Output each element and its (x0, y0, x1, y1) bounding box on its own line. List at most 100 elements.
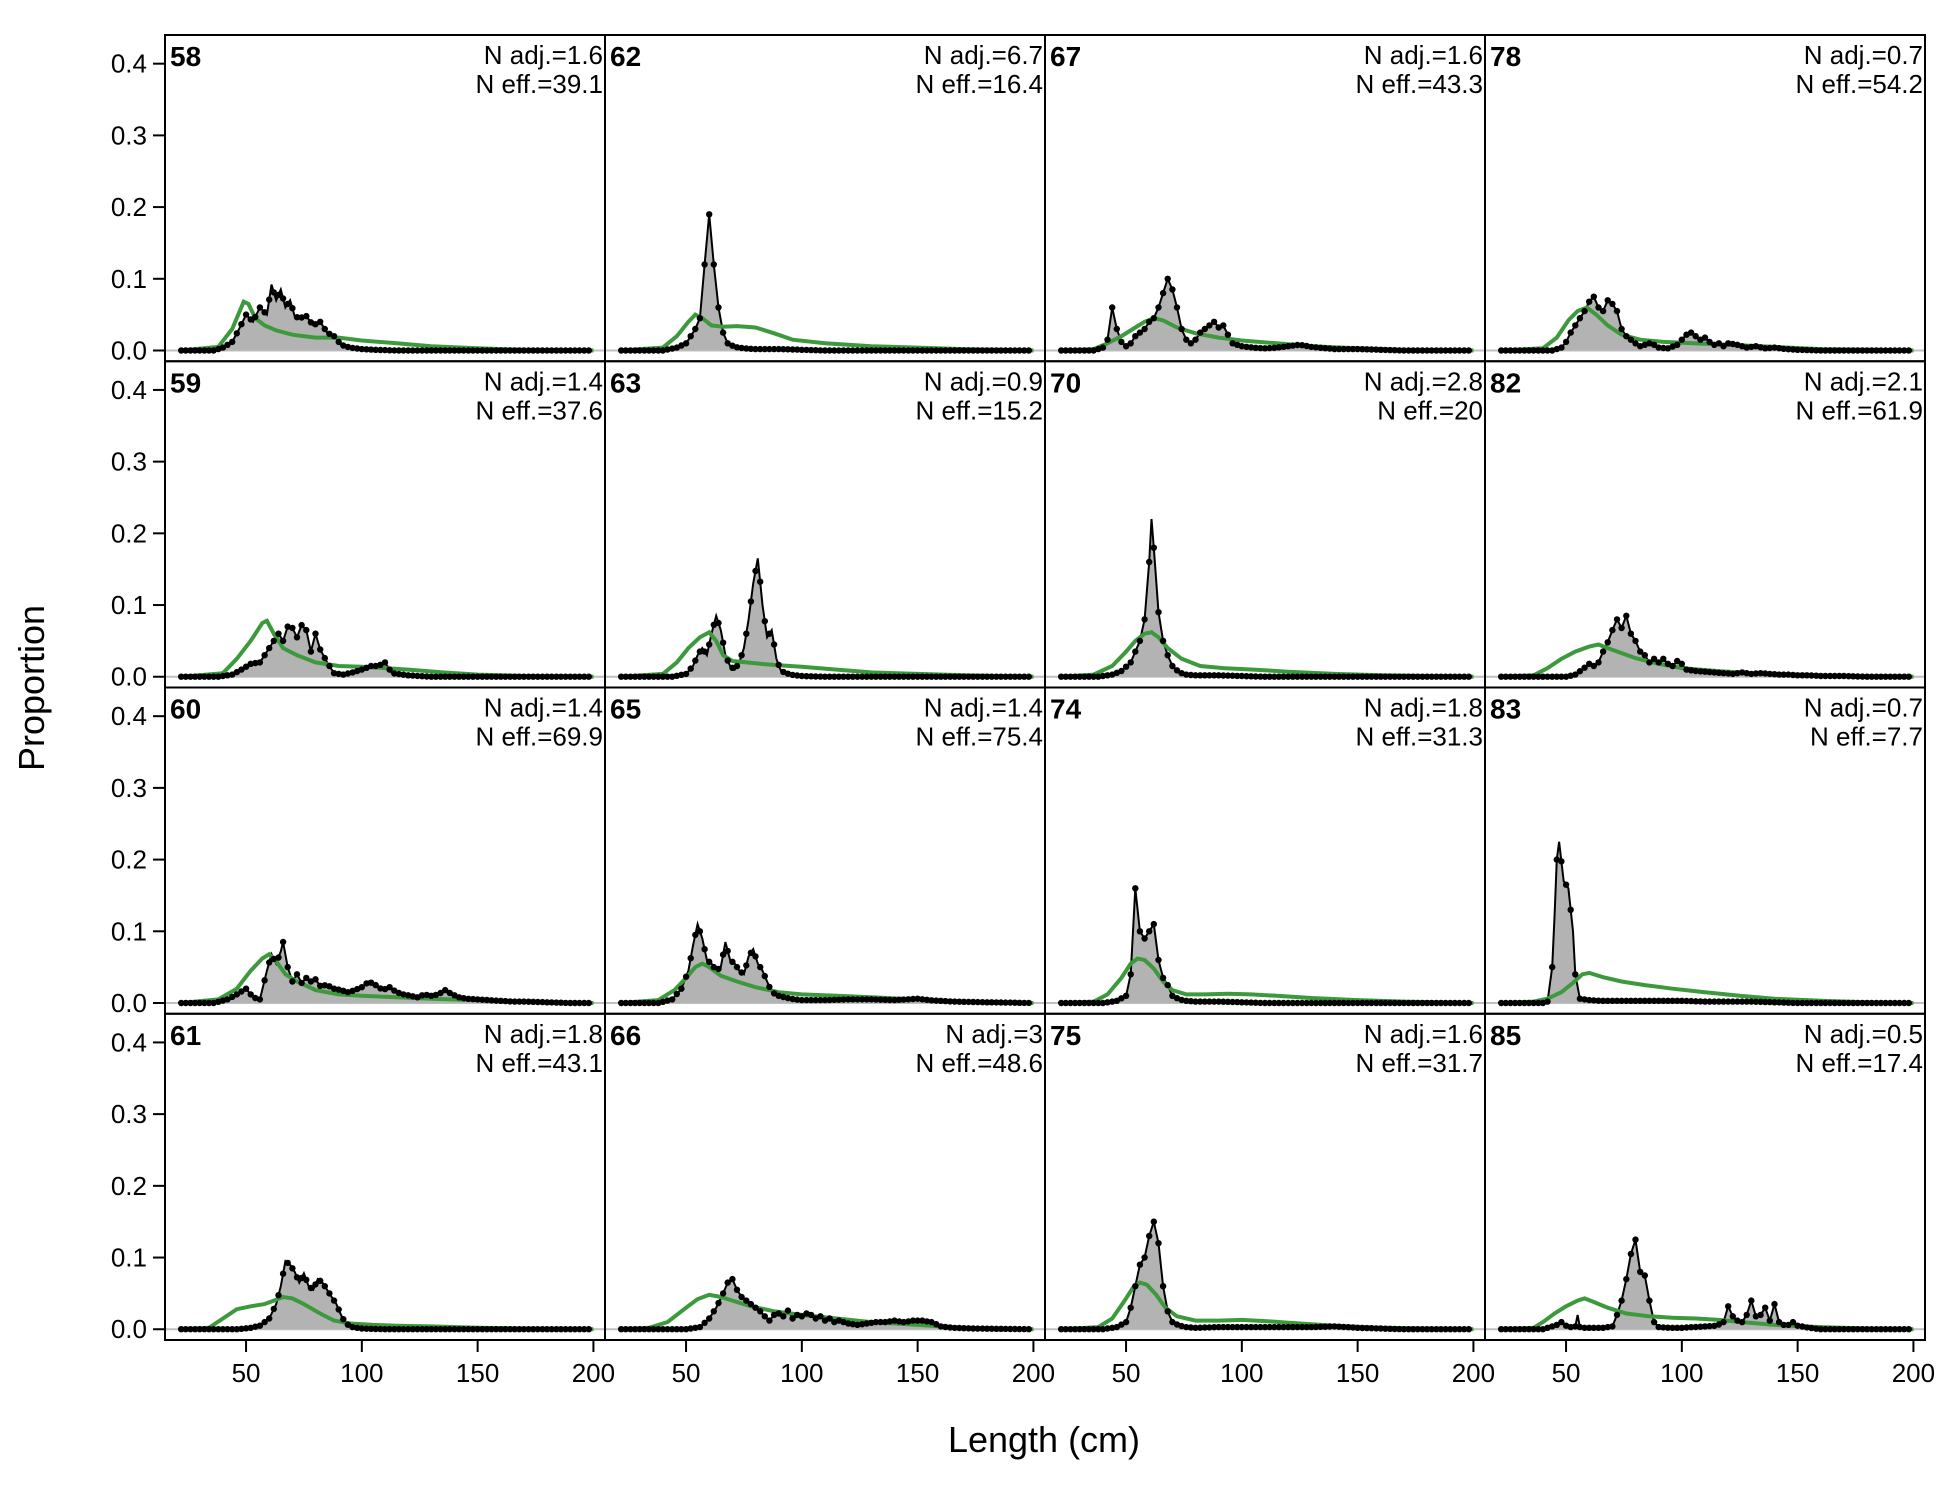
observed-point (1576, 995, 1584, 1002)
observed-point (1775, 999, 1783, 1006)
observed-point (1507, 673, 1514, 680)
observed-point (1298, 673, 1306, 680)
observed-point (1692, 667, 1699, 675)
observed-point (1210, 318, 1218, 325)
observed-point (1136, 637, 1144, 645)
observed-point (655, 673, 662, 680)
observed-point (1803, 672, 1811, 679)
observed-point (224, 996, 231, 1003)
observed-point (1692, 333, 1699, 340)
observed-point (817, 996, 824, 1004)
observed-point (557, 1326, 565, 1333)
observed-point (1359, 346, 1366, 353)
observed-point (895, 673, 903, 680)
observed-point (386, 347, 393, 354)
observed-point (1007, 999, 1014, 1006)
observed-point (293, 634, 301, 641)
observed-point (1159, 1283, 1167, 1290)
observed-point (877, 673, 884, 680)
observed-point (1067, 347, 1074, 354)
observed-point (229, 1326, 236, 1333)
observed-point (872, 347, 880, 354)
observed-point (1294, 1323, 1301, 1331)
observed-point (187, 347, 194, 354)
observed-point (1535, 1326, 1542, 1333)
observed-point (1465, 999, 1473, 1007)
observed-point (1650, 1318, 1658, 1326)
observed-point (520, 998, 528, 1005)
observed-area (1501, 841, 1914, 1003)
observed-point (1331, 673, 1338, 680)
observed-point (534, 1326, 541, 1333)
observed-point (1215, 1323, 1222, 1331)
observed-point (1238, 672, 1246, 680)
observed-point (585, 999, 592, 1007)
observed-point (1850, 1326, 1857, 1333)
observed-point (1173, 667, 1181, 674)
observed-point (738, 652, 745, 659)
observed-point (1020, 347, 1028, 354)
observed-point (1877, 999, 1885, 1007)
observed-point (1136, 329, 1144, 336)
observed-point (377, 346, 384, 354)
y-tick-label: 0.1 (111, 1243, 147, 1273)
observed-point (525, 998, 532, 1005)
observed-point (266, 644, 273, 652)
observed-point (303, 312, 310, 320)
observed-point (1340, 345, 1347, 353)
observed-point (1901, 673, 1908, 680)
observed-point (530, 998, 537, 1005)
observed-point (1757, 670, 1764, 677)
panel-year-label: 78 (1490, 41, 1521, 72)
axes-layer: 0.0 0.1 0.2 0.3 0.4 0.0 0.1 0.2 0.3 0.4 0.0 0.1 0.2 0… (111, 49, 1935, 1388)
observed-point (1164, 1308, 1171, 1315)
observed-point (1025, 999, 1033, 1007)
observed-point (1674, 997, 1681, 1004)
observed-point (1354, 1324, 1361, 1332)
observed-point (1748, 1297, 1755, 1304)
observed-point (298, 979, 305, 987)
observed-point (1002, 1325, 1009, 1333)
observed-point (1414, 1326, 1422, 1333)
observed-point (1451, 999, 1459, 1007)
observed-point (1247, 673, 1255, 680)
observed-point (1646, 1297, 1653, 1304)
observed-point (618, 999, 625, 1007)
observed-point (506, 347, 514, 354)
observed-point (516, 347, 523, 354)
observed-point (1873, 673, 1880, 680)
observed-point (854, 673, 861, 680)
observed-point (1076, 1326, 1083, 1333)
observed-point (1423, 999, 1431, 1007)
observed-point (1613, 307, 1621, 315)
observed-point (979, 1325, 986, 1332)
observed-point (1785, 1321, 1792, 1329)
panel-frame (1484, 1012, 1926, 1341)
observed-point (1442, 999, 1449, 1007)
observed-point (409, 1326, 416, 1333)
observed-point (1715, 669, 1723, 676)
observed-point (780, 346, 787, 353)
observed-point (1609, 997, 1616, 1004)
observed-point (1826, 347, 1834, 354)
observed-point (1813, 672, 1820, 679)
observed-point (1678, 660, 1686, 667)
observed-point (1127, 659, 1134, 666)
observed-point (678, 985, 685, 992)
observed-point (581, 1326, 588, 1333)
observed-point (863, 673, 870, 680)
observed-point (979, 347, 986, 354)
observed-point (1498, 347, 1505, 354)
panel-60: 60 N adj.=1.4N eff.=69.9 (164, 686, 606, 1015)
observed-point (1683, 997, 1690, 1005)
observed-point (1808, 347, 1815, 354)
observed-point (1396, 673, 1403, 680)
observed-point (1229, 998, 1236, 1006)
observed-point (455, 347, 463, 354)
observed-point (437, 1326, 444, 1333)
observed-point (997, 347, 1005, 354)
observed-point (761, 618, 768, 625)
observed-point (1349, 999, 1357, 1007)
observed-point (1007, 1325, 1014, 1333)
observed-point (1572, 322, 1579, 329)
